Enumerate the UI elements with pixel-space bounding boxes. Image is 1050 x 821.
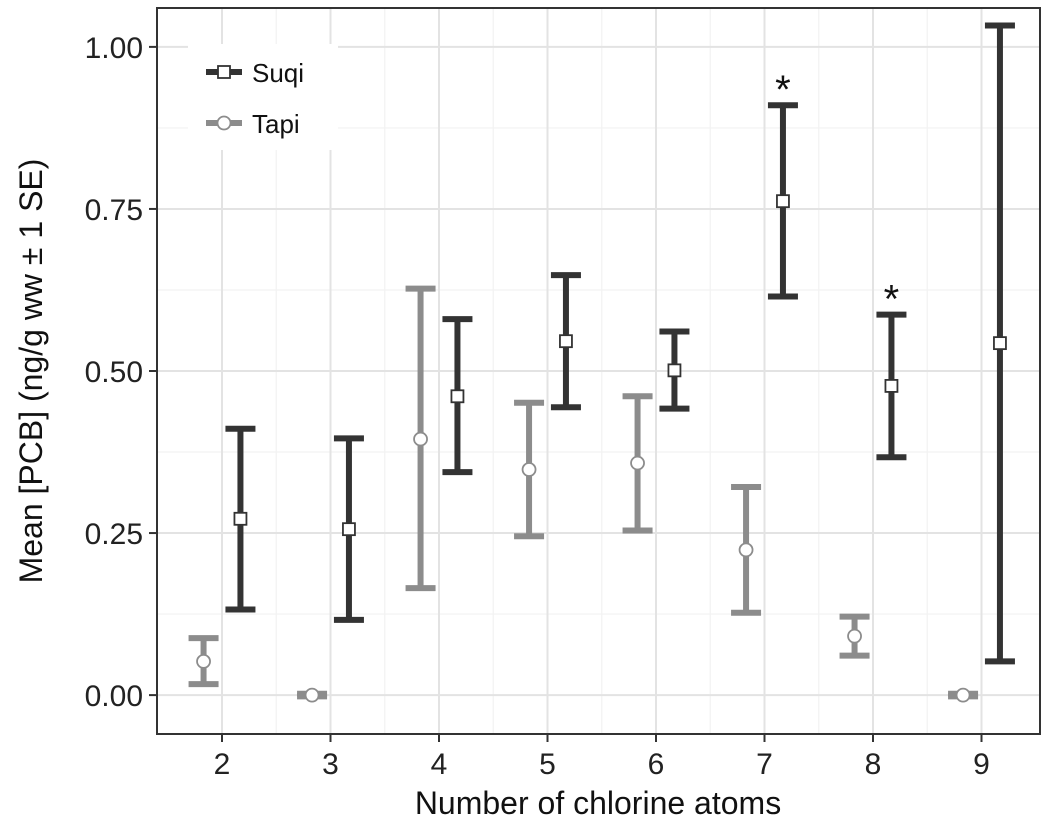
error-bar-suqi-7 [767,102,798,300]
x-tick-label: 8 [865,748,882,781]
y-tick-label: 0.50 [85,356,143,389]
error-bar-tapi-3 [297,687,328,703]
x-tick-label: 2 [214,748,231,781]
error-bar-tapi-6 [622,393,653,534]
significance-markers: ** [775,68,899,321]
error-bar-tapi-9 [948,687,979,703]
data-point-suqi-9 [993,336,1007,351]
error-bar-suqi-3 [333,435,364,623]
error-bar-suqi-2 [225,425,256,613]
legend-key-suqi-square [217,65,231,79]
data-point-tapi-8 [847,628,862,644]
y-tick-label: 0.00 [85,680,143,713]
x-tick-label: 4 [431,748,448,781]
error-bars [188,22,1015,703]
y-tick-label: 0.75 [85,194,143,227]
legend-label-suqi: Suqi [252,58,304,88]
legend: Suqi Tapi [188,44,338,150]
axes: 0.00 0.25 0.50 0.75 1.00 2 3 4 5 6 7 8 9 [85,32,990,781]
data-point-suqi-3 [342,522,356,537]
y-tick-label: 1.00 [85,32,143,65]
data-point-suqi-7 [776,194,790,209]
legend-background [188,44,338,150]
error-bar-suqi-8 [876,311,907,461]
error-bar-suqi-5 [550,272,581,411]
data-point-tapi-7 [738,542,754,558]
significance-asterisk: * [775,68,791,112]
error-bar-suqi-4 [442,316,473,476]
data-point-tapi-4 [413,431,428,447]
data-point-suqi-8 [884,379,899,393]
x-tick-label: 9 [973,748,990,781]
error-bar-suqi-9 [984,22,1015,665]
grid [157,8,1040,734]
legend-label-tapi: Tapi [252,109,300,139]
error-bar-tapi-8 [839,613,870,659]
data-point-tapi-9 [955,687,971,703]
data-point-tapi-2 [196,654,211,669]
data-point-suqi-4 [450,389,465,404]
error-bar-tapi-5 [514,399,545,540]
data-point-tapi-5 [521,462,537,477]
x-axis-title: Number of chlorine atoms [415,785,781,821]
error-bar-suqi-6 [659,328,690,412]
data-point-suqi-6 [667,363,682,378]
data-point-tapi-3 [304,687,320,703]
error-bar-tapi-2 [188,635,219,688]
x-tick-label: 6 [648,748,665,781]
legend-key-tapi-circle [216,115,232,131]
significance-asterisk: * [884,278,900,322]
data-point-suqi-5 [559,334,573,349]
error-bar-tapi-4 [405,285,436,592]
y-axis-title: Mean [PCB] (ng/g ww ± 1 SE) [13,159,49,584]
error-bar-tapi-7 [731,484,762,616]
data-point-suqi-2 [233,511,248,526]
data-point-tapi-6 [630,455,645,471]
x-tick-label: 3 [322,748,339,781]
x-tick-label: 7 [756,748,773,781]
y-tick-label: 0.25 [85,518,143,551]
x-tick-label: 5 [539,748,556,781]
